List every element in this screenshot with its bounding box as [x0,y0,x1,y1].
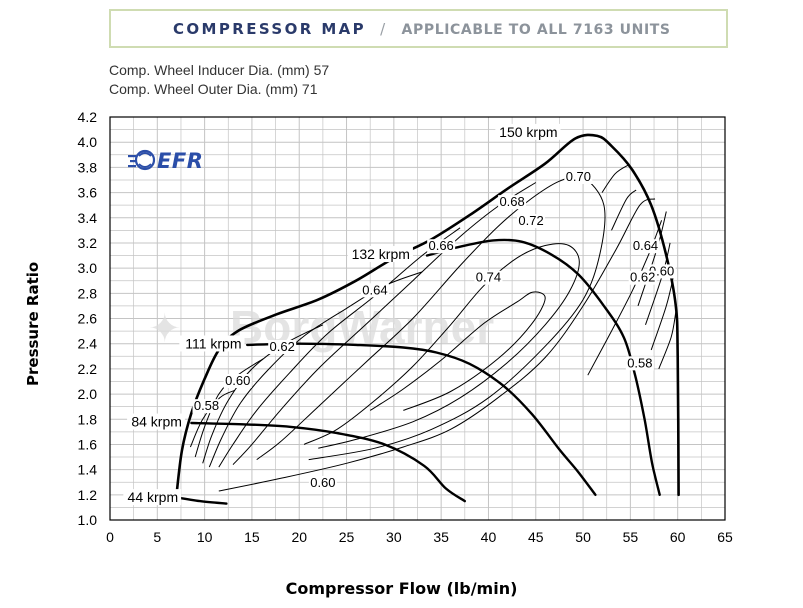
speed-label: 150 krpm [499,124,557,140]
efficiency-contour-segment [601,164,629,193]
borgwarner-mark-icon: ✦ [148,306,182,352]
x-tick-label: 60 [670,529,686,545]
efficiency-contour-060 [194,358,264,458]
speed-line-132-krpm [425,238,661,496]
efficiency-label-bg [427,239,456,254]
y-tick-label: 2.4 [78,336,98,352]
chart-subtitle: APPLICABLE TO ALL 7163 UNITS [401,22,671,38]
efr-swirl-icon [138,152,152,168]
efficiency-label-bg [628,270,657,285]
x-tick-label: 50 [575,529,591,545]
inducer-diameter-spec: Comp. Wheel Inducer Dia. (mm) 57 [109,62,330,78]
x-tick-label: 35 [433,529,449,545]
header-text: COMPRESSOR MAP / APPLICABLE TO ALL 7163 UN… [173,20,671,38]
efficiency-label-bg [517,214,546,229]
x-tick-label: 55 [623,529,639,545]
y-tick-label: 2.6 [78,311,98,327]
efficiency-label-bg [564,169,593,184]
y-tick-label: 3.6 [78,185,98,201]
efficiency-label: 0.58 [194,398,219,413]
y-tick-label: 3.0 [78,260,98,276]
y-tick-label: 3.8 [78,159,98,175]
efficiency-label-bg [192,399,221,414]
efficiency-label-bg [223,373,252,388]
x-tick-label: 40 [481,529,497,545]
efficiency-label: 0.74 [476,270,501,285]
y-tick-label: 4.2 [78,109,98,125]
efficiency-label: 0.66 [428,238,453,253]
efficiency-label: 0.60 [310,475,335,490]
efficiency-contour-066 [218,227,461,468]
speed-label-bg [347,246,413,263]
header-banner: COMPRESSOR MAP / APPLICABLE TO ALL 7163 UN… [109,9,728,48]
y-tick-label: 1.0 [78,512,98,528]
efficiency-label-bg [360,283,389,298]
chart-title: COMPRESSOR MAP [173,20,367,38]
speed-label: 132 krpm [352,246,410,262]
speed-label: 44 krpm [128,489,179,505]
efficiency-label: 0.70 [566,169,591,184]
efficiency-label-bg [631,239,660,254]
speed-label-bg [495,123,561,140]
efficiency-label: 0.64 [633,238,658,253]
efficiency-label-bg [498,195,527,210]
x-tick-label: 45 [528,529,544,545]
y-tick-label: 1.6 [78,436,98,452]
efficiency-contour-072 [303,243,580,449]
speed-line-44-krpm [175,496,228,505]
efficiency-label-bg [268,339,297,354]
x-tick-label: 30 [386,529,402,545]
y-tick-label: 2.8 [78,285,98,301]
efficiency-contour-segment [658,312,677,370]
efr-speed-line [130,160,136,163]
x-tick-label: 0 [106,529,114,545]
x-tick-label: 5 [153,529,161,545]
outer-diameter-spec: Comp. Wheel Outer Dia. (mm) 71 [109,81,318,97]
surge-line [174,133,680,499]
speed-label: 111 krpm [185,335,241,351]
efficiency-contour-068 [232,182,537,465]
efficiency-label-bg [474,270,503,285]
x-tick-label: 10 [197,529,213,545]
efr-logo: EFR [128,149,203,173]
x-tick-label: 15 [244,529,260,545]
efr-logo-text: EFR [157,149,203,173]
y-tick-label: 2.2 [78,361,98,377]
y-tick-label: 3.4 [78,210,98,226]
x-tick-label: 65 [717,529,733,545]
efr-speed-line [128,155,136,158]
efficiency-contour-060 [218,198,656,492]
efficiency-label-bg [308,475,337,490]
efficiency-label: 0.64 [362,282,387,297]
y-tick-label: 1.8 [78,411,98,427]
y-tick-label: 2.0 [78,386,98,402]
efr-speed-line [128,165,136,168]
y-tick-label: 1.2 [78,487,98,503]
efficiency-label: 0.62 [630,270,655,285]
speed-label-bg [127,413,185,430]
efficiency-label-bg [625,356,654,371]
efficiency-label: 0.62 [270,339,295,354]
y-tick-label: 3.2 [78,235,98,251]
speed-line-111-krpm [246,342,597,496]
speed-label-bg [123,489,182,506]
y-axis-label: Pressure Ratio [24,261,42,386]
efficiency-label: 0.72 [518,213,543,228]
plot-frame [109,116,726,521]
header-separator: / [380,20,388,38]
efficiency-contour-segment [611,189,637,231]
speed-line-84-krpm [190,421,466,503]
efficiency-label: 0.68 [499,194,524,209]
efficiency-label: 0.58 [627,355,652,370]
efficiency-contour-074 [369,291,546,411]
efficiency-label: 0.60 [225,373,250,388]
x-tick-label: 20 [291,529,307,545]
speed-label: 84 krpm [131,414,182,430]
y-tick-label: 1.4 [78,462,98,478]
speed-label-bg [179,335,245,352]
y-tick-label: 4.0 [78,134,98,150]
x-tick-label: 25 [339,529,355,545]
x-axis-label: Compressor Flow (lb/min) [285,579,518,598]
